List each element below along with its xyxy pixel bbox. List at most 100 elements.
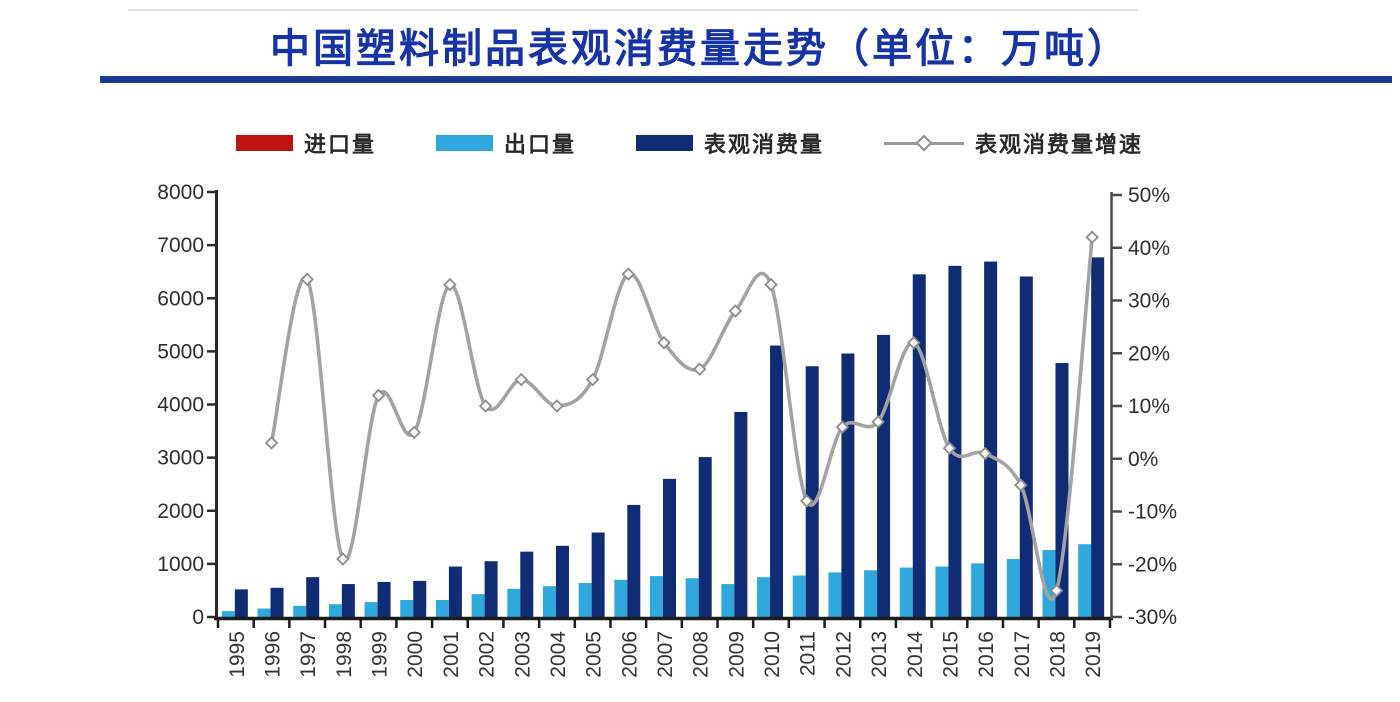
growth-marker	[942, 441, 957, 455]
svg-text:3000: 3000	[157, 447, 204, 470]
growth-marker	[1085, 230, 1099, 244]
svg-text:2000: 2000	[157, 500, 204, 523]
bar-series-出口量	[221, 544, 1092, 617]
bar-表观消费量-1999	[377, 581, 391, 617]
bar-出口量-1997	[293, 605, 307, 617]
svg-text:-30%: -30%	[1128, 606, 1177, 629]
svg-text:2011: 2011	[797, 631, 820, 676]
svg-text:2019: 2019	[1082, 631, 1105, 678]
bar-表观消费量-2018	[1055, 363, 1069, 617]
svg-text:20%: 20%	[1128, 342, 1170, 365]
svg-text:0%: 0%	[1128, 448, 1158, 471]
bar-出口量-2010	[757, 577, 771, 617]
bar-表观消费量-2013	[877, 334, 891, 617]
bar-出口量-2013	[864, 570, 878, 617]
legend-label-imports: 进口量	[304, 132, 377, 157]
growth-marker	[728, 304, 743, 318]
svg-text:2004: 2004	[547, 631, 570, 678]
svg-text:2018: 2018	[1046, 631, 1069, 678]
svg-text:40%: 40%	[1128, 237, 1170, 260]
growth-marker	[478, 399, 493, 413]
svg-text:1000: 1000	[157, 553, 204, 576]
bar-表观消费量-2007	[663, 478, 676, 617]
growth-marker	[621, 267, 636, 281]
svg-text:2005: 2005	[583, 631, 606, 678]
bar-series-表观消费量	[234, 257, 1105, 617]
growth-marker	[835, 420, 850, 434]
bar-出口量-1999	[364, 602, 378, 617]
growth-marker	[336, 552, 350, 566]
chart-title: 中国塑料制品表观消费量走势（单位：万吨）	[270, 27, 1130, 71]
bar-表观消费量-2001	[448, 566, 462, 617]
legend-label-exports: 出口量	[504, 132, 577, 157]
bar-出口量-2019	[1078, 544, 1092, 617]
svg-text:2016: 2016	[975, 631, 998, 678]
bar-出口量-1995	[221, 611, 235, 617]
svg-text:30%: 30%	[1128, 290, 1170, 313]
bar-表观消费量-1997	[306, 577, 320, 617]
bar-表观消费量-2011	[805, 366, 819, 617]
bar-表观消费量-2002	[484, 561, 498, 617]
legend-label-growth: 表观消费量增速	[975, 132, 1144, 157]
growth-line-marker-icon	[884, 134, 965, 152]
bar-出口量-2001	[435, 600, 449, 617]
bar-出口量-2007	[650, 576, 663, 617]
bar-出口量-2009	[721, 584, 735, 617]
bar-表观消费量-2015	[948, 265, 962, 617]
svg-text:8000: 8000	[157, 181, 204, 204]
bar-出口量-2016	[971, 563, 985, 617]
svg-text:2015: 2015	[939, 631, 962, 678]
svg-text:1995: 1995	[226, 631, 249, 678]
svg-text:1998: 1998	[333, 631, 356, 678]
bar-表观消费量-2000	[413, 580, 427, 617]
svg-text:2012: 2012	[832, 631, 855, 678]
svg-text:4000: 4000	[157, 394, 204, 417]
growth-marker	[585, 372, 600, 387]
growth-marker	[657, 335, 671, 350]
growth-marker	[906, 335, 921, 350]
bar-出口量-2012	[828, 572, 842, 617]
svg-text:-20%: -20%	[1128, 553, 1177, 576]
bar-表观消费量-2005	[591, 532, 605, 617]
svg-text:-10%: -10%	[1128, 501, 1177, 524]
bar-表观消费量-2012	[841, 353, 855, 617]
legend: 进口量 出口量 表观消费量 表观消费量增速	[236, 127, 1143, 159]
bar-出口量-2003	[507, 588, 521, 617]
svg-text:2017: 2017	[1011, 631, 1034, 678]
bar-出口量-2004	[542, 586, 556, 617]
bar-出口量-2008	[685, 578, 699, 617]
bar-表观消费量-1998	[341, 584, 355, 617]
bar-出口量-2014	[899, 567, 913, 617]
top-border-line	[128, 9, 1138, 11]
bar-表观消费量-1996	[270, 587, 284, 617]
growth-marker	[978, 446, 992, 461]
bar-出口量-2000	[400, 600, 414, 617]
svg-text:2007: 2007	[654, 631, 677, 678]
growth-marker	[1049, 583, 1064, 598]
title-underline	[100, 76, 1392, 83]
growth-marker	[692, 362, 707, 376]
growth-marker	[550, 399, 564, 413]
bar-表观消费量-2017	[1019, 276, 1033, 617]
growth-rate-line	[264, 230, 1099, 601]
consumption-swatch-icon	[636, 135, 694, 151]
bar-表观消费量-2004	[555, 545, 569, 617]
svg-text:2006: 2006	[618, 631, 641, 678]
svg-text:7000: 7000	[157, 234, 204, 257]
bar-表观消费量-2003	[520, 551, 534, 617]
svg-text:0: 0	[192, 606, 204, 629]
right-axis-labels: 50% 40% 30% 20% 10% 0% -10% -20% -30%	[1112, 184, 1177, 629]
svg-text:2010: 2010	[761, 631, 784, 678]
exports-swatch-icon	[436, 135, 494, 151]
legend-label-consumption: 表观消费量	[704, 132, 825, 157]
bar-出口量-2002	[471, 594, 485, 617]
svg-text:2009: 2009	[725, 631, 748, 678]
bar-表观消费量-1995	[234, 589, 248, 617]
bar-出口量-2017	[1006, 559, 1020, 617]
svg-text:2003: 2003	[511, 631, 534, 678]
bar-表观消费量-2016	[984, 261, 998, 617]
growth-marker	[799, 494, 814, 508]
svg-text:2008: 2008	[690, 631, 713, 678]
